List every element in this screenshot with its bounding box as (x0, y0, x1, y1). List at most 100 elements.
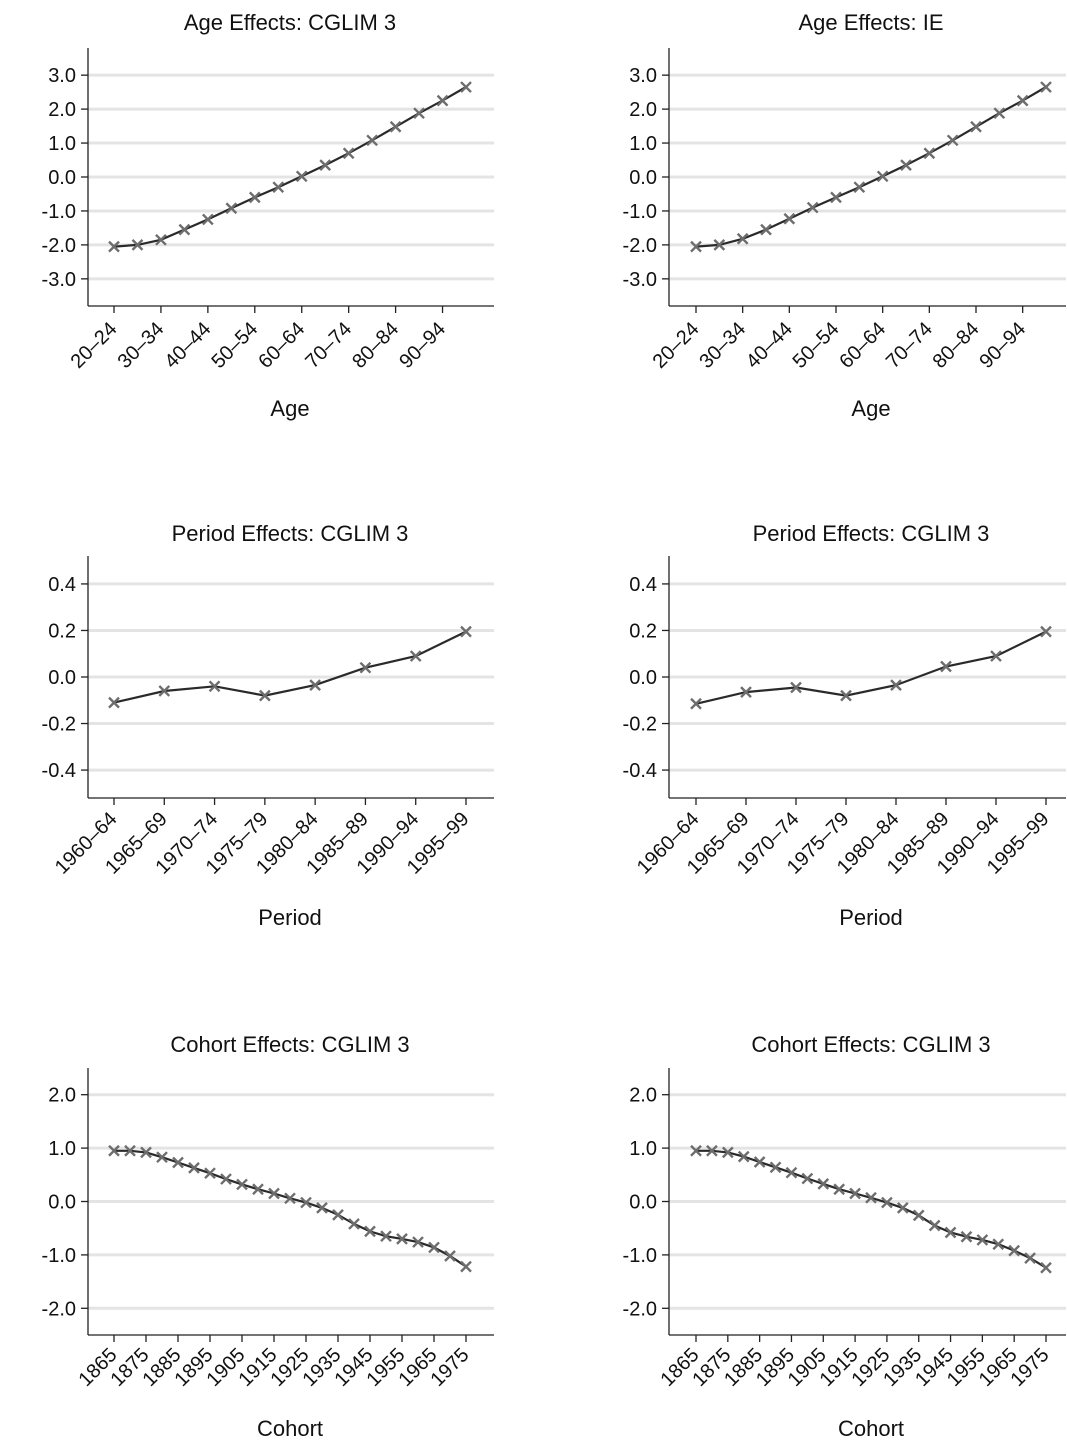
y-tick-label: -3.0 (42, 269, 76, 291)
x-tick-label: 90–94 (395, 318, 450, 373)
data-point (853, 181, 866, 194)
x-tick-label: 80–84 (929, 318, 984, 373)
data-point (690, 1144, 702, 1157)
data-point (342, 147, 355, 160)
y-tick-label: -2.0 (42, 1298, 76, 1320)
data-point (188, 1162, 200, 1174)
data-point (706, 1144, 718, 1157)
x-tick-label: 50–54 (789, 318, 844, 373)
y-tick-label: 3.0 (629, 65, 657, 87)
data-point (849, 1187, 861, 1200)
data-point (736, 232, 749, 245)
data-point (300, 1196, 312, 1209)
data-point (690, 697, 702, 710)
data-point (319, 159, 332, 171)
y-tick-label: 0.0 (629, 1192, 657, 1214)
x-axis-label: Age (270, 396, 309, 421)
data-point (760, 223, 772, 236)
data-point (900, 159, 912, 171)
x-tick-label: 60–64 (835, 318, 890, 373)
y-tick-label: 1.0 (48, 133, 76, 155)
data-point (912, 1209, 925, 1222)
chart-title: Cohort Effects: CGLIM 3 (170, 1032, 409, 1057)
data-point (928, 1219, 941, 1232)
data-point (865, 1191, 877, 1204)
data-point (876, 170, 889, 183)
x-tick-label: 40–44 (161, 318, 216, 373)
data-point (268, 1187, 280, 1200)
data-point (124, 1144, 136, 1157)
data-point (890, 679, 902, 691)
data-point (272, 181, 285, 194)
x-tick-label: 50–54 (207, 318, 262, 373)
y-tick-label: 0.2 (48, 620, 76, 642)
chart-panel-5: Cohort Effects: CGLIM 3 2.0 1.0 0.0 -1.0 -2.0… (42, 1032, 494, 1441)
data-point (202, 213, 214, 226)
y-tick-label: -1.0 (42, 1245, 76, 1267)
data-point (460, 81, 472, 93)
y-tick-label: 0.4 (629, 574, 657, 596)
x-axis-label: Cohort (838, 1416, 904, 1441)
chart-title: Age Effects: IE (798, 10, 943, 35)
data-point (946, 134, 959, 147)
y-tick-label: -2.0 (623, 1298, 657, 1320)
data-point (252, 1183, 264, 1196)
data-point (413, 107, 425, 120)
chart-panel-6: Cohort Effects: CGLIM 3 2.0 1.0 0.0 -1.0 -2.0… (623, 1032, 1066, 1441)
chart-title: Period Effects: CGLIM 3 (753, 521, 990, 546)
data-point (460, 625, 472, 638)
chart-panel-1: Age Effects: CGLIM 3 3.0 2.0 1.0 0.0 -1.0 -2.0… (42, 10, 494, 421)
x-tick-label: 30–34 (114, 318, 169, 373)
data-point (840, 689, 852, 702)
y-tick-label: 0.2 (629, 620, 657, 642)
data-point (833, 1183, 846, 1196)
data-point (204, 1167, 216, 1180)
data-point (944, 1226, 957, 1239)
data-point (769, 1161, 782, 1174)
series-line (696, 1149, 1047, 1269)
y-tick-label: 2.0 (48, 99, 76, 121)
data-point (380, 1230, 392, 1243)
y-tick-label: -1.0 (623, 201, 657, 223)
y-tick-label: -1.0 (42, 201, 76, 223)
y-tick-label: -0.4 (42, 760, 76, 782)
data-point (976, 1234, 989, 1246)
y-tick-label: -2.0 (623, 235, 657, 257)
y-tick-label: 2.0 (48, 1085, 76, 1107)
x-tick-label: 90–94 (975, 318, 1030, 373)
chart-panel-4: Period Effects: CGLIM 3 0.4 0.2 0.0 -0.2 -0.4… (623, 521, 1066, 930)
data-point (790, 681, 802, 694)
data-point (737, 1150, 750, 1163)
data-point (801, 1172, 814, 1185)
y-tick-label: 0.4 (48, 574, 76, 596)
series-line (695, 86, 1047, 248)
x-tick-label: 70–74 (301, 318, 356, 373)
data-point (389, 120, 402, 133)
data-point (993, 107, 1006, 120)
y-tick-label: 2.0 (629, 99, 657, 121)
y-tick-label: -0.2 (623, 714, 657, 736)
data-point (248, 191, 261, 204)
x-axis-label: Age (851, 396, 890, 421)
data-point (817, 1178, 830, 1190)
data-point (172, 1156, 184, 1169)
y-tick-label: -0.2 (42, 714, 76, 736)
data-point (830, 191, 842, 204)
y-tick-label: 0.0 (48, 167, 76, 189)
data-point (155, 233, 167, 246)
data-point (940, 660, 952, 673)
data-point (236, 1178, 248, 1191)
x-tick-label: 80–84 (348, 318, 403, 373)
data-point (436, 94, 449, 107)
data-point (295, 170, 308, 183)
data-point (783, 212, 796, 225)
data-point (359, 661, 372, 674)
data-point (332, 1209, 344, 1221)
x-tick-label: 30–34 (695, 318, 750, 373)
data-point (444, 1250, 456, 1262)
y-tick-label: -2.0 (42, 235, 76, 257)
data-point (220, 1173, 232, 1185)
data-point (284, 1192, 296, 1205)
data-point (428, 1241, 440, 1254)
data-point (364, 1225, 376, 1238)
